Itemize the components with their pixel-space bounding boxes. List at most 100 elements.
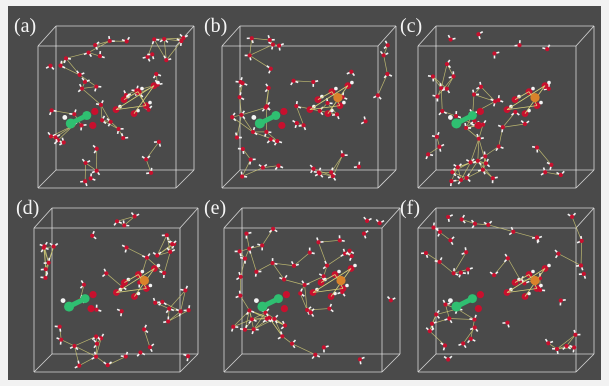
oxygen-atom [89, 291, 97, 299]
hydrogen-bond [100, 104, 103, 121]
hydrogen-bond [167, 311, 181, 322]
hydrogen-bond [233, 318, 253, 328]
hydrogen-atom [156, 263, 161, 268]
oxygen-atom [268, 66, 273, 71]
oxygen-atom [247, 53, 252, 58]
oxygen-atom [496, 144, 501, 149]
hydrogen-bond [457, 167, 462, 181]
oxygen-atom [554, 346, 560, 352]
oxygen-atom [248, 157, 253, 162]
oxygen-atom [291, 263, 297, 268]
hydrogen-bond [157, 251, 171, 256]
green-atom [257, 301, 268, 312]
oxygen-atom [308, 310, 313, 315]
hydrogen-bond [124, 274, 139, 283]
oxygen-atom [145, 54, 150, 59]
hydrogen-bond [506, 105, 538, 110]
oxygen-atom [483, 161, 489, 166]
hydrogen-bond [427, 146, 440, 155]
hydrogen-bond [81, 88, 102, 106]
oxygen-atom [349, 253, 354, 259]
oxygen-atom [450, 170, 455, 175]
oxygen-atom [251, 327, 256, 332]
oxygen-atom [242, 327, 248, 332]
oxygen-atom [314, 96, 322, 103]
oxygen-atom [363, 119, 368, 124]
green-atom [273, 294, 283, 304]
oxygen-atom [546, 341, 551, 346]
box-edge [377, 169, 397, 189]
hydrogen-bond [477, 138, 480, 161]
oxygen-atom [461, 341, 466, 346]
box-edge [417, 353, 437, 373]
hydrogen-bond [457, 308, 475, 320]
green-atom [64, 301, 75, 312]
hydrogen-bond [164, 37, 184, 40]
oxygen-atom [377, 221, 382, 226]
hydrogen-bond [43, 247, 49, 263]
oxygen-atom [505, 256, 510, 261]
box-edge [575, 169, 595, 189]
oxygen-atom [446, 357, 451, 362]
hydrogen-bond [88, 40, 110, 53]
oxygen-atom [581, 271, 586, 276]
hydrogen-bond [251, 312, 266, 320]
oxygen-atom [447, 316, 452, 321]
hydrogen-bond [156, 235, 168, 256]
hydrogen-bond [85, 162, 97, 172]
oxygen-atom [72, 343, 77, 349]
oxygen-atom [94, 341, 100, 346]
green-atom [82, 110, 92, 120]
hydrogen-bond [61, 339, 75, 347]
oxygen-atom [465, 267, 471, 272]
green-atom [467, 110, 477, 120]
hydrogen-atom [60, 298, 66, 303]
oxygen-atom [276, 163, 281, 168]
oxygen-atom [260, 165, 265, 170]
orange-atom [336, 275, 346, 286]
oxygen-atom [156, 139, 162, 144]
oxygen-atom [455, 165, 460, 170]
oxygen-atom [162, 36, 167, 42]
oxygen-atom [492, 99, 498, 104]
oxygen-atom [237, 249, 242, 254]
hydrogen-bond [377, 73, 388, 96]
hydrogen-bond [256, 262, 273, 273]
hydrogen-bond [571, 216, 583, 242]
hydrogen-atom [539, 283, 543, 288]
hydrogen-bond [312, 288, 344, 293]
oxygen-atom [444, 61, 450, 67]
oxygen-atom [275, 138, 280, 144]
hydrogen-atom [448, 115, 453, 120]
hydrogen-bond [462, 327, 476, 344]
oxygen-atom [347, 248, 352, 253]
oxygen-atom [505, 320, 510, 325]
oxygen-atom [160, 299, 165, 304]
oxygen-atom [361, 231, 367, 236]
oxygen-atom [234, 135, 239, 140]
box-edge [175, 169, 195, 189]
panel-d-simulation-box [33, 207, 199, 373]
hydrogen-bond [266, 131, 278, 142]
oxygen-atom [321, 274, 326, 279]
oxygen-atom [97, 53, 102, 59]
hydrogen-bond [299, 293, 308, 311]
oxygen-atom [496, 98, 501, 103]
hydrogen-bond [95, 338, 102, 357]
hydrogen-bond [180, 290, 186, 312]
hydrogen-bond [558, 253, 582, 266]
panel-label-f: (f) [400, 197, 420, 219]
green-atom [80, 294, 90, 304]
oxygen-atom [59, 337, 64, 342]
oxygen-atom [238, 274, 243, 279]
oxygen-atom [334, 112, 340, 117]
oxygen-atom [459, 217, 464, 222]
box-edge [221, 169, 241, 189]
oxygen-atom [434, 134, 439, 139]
oxygen-atom [302, 282, 307, 288]
oxygen-atom [121, 135, 126, 141]
hydrogen-bond [502, 123, 525, 128]
oxygen-atom [301, 123, 306, 128]
oxygen-atom [77, 72, 82, 77]
oxygen-atom [448, 37, 453, 42]
